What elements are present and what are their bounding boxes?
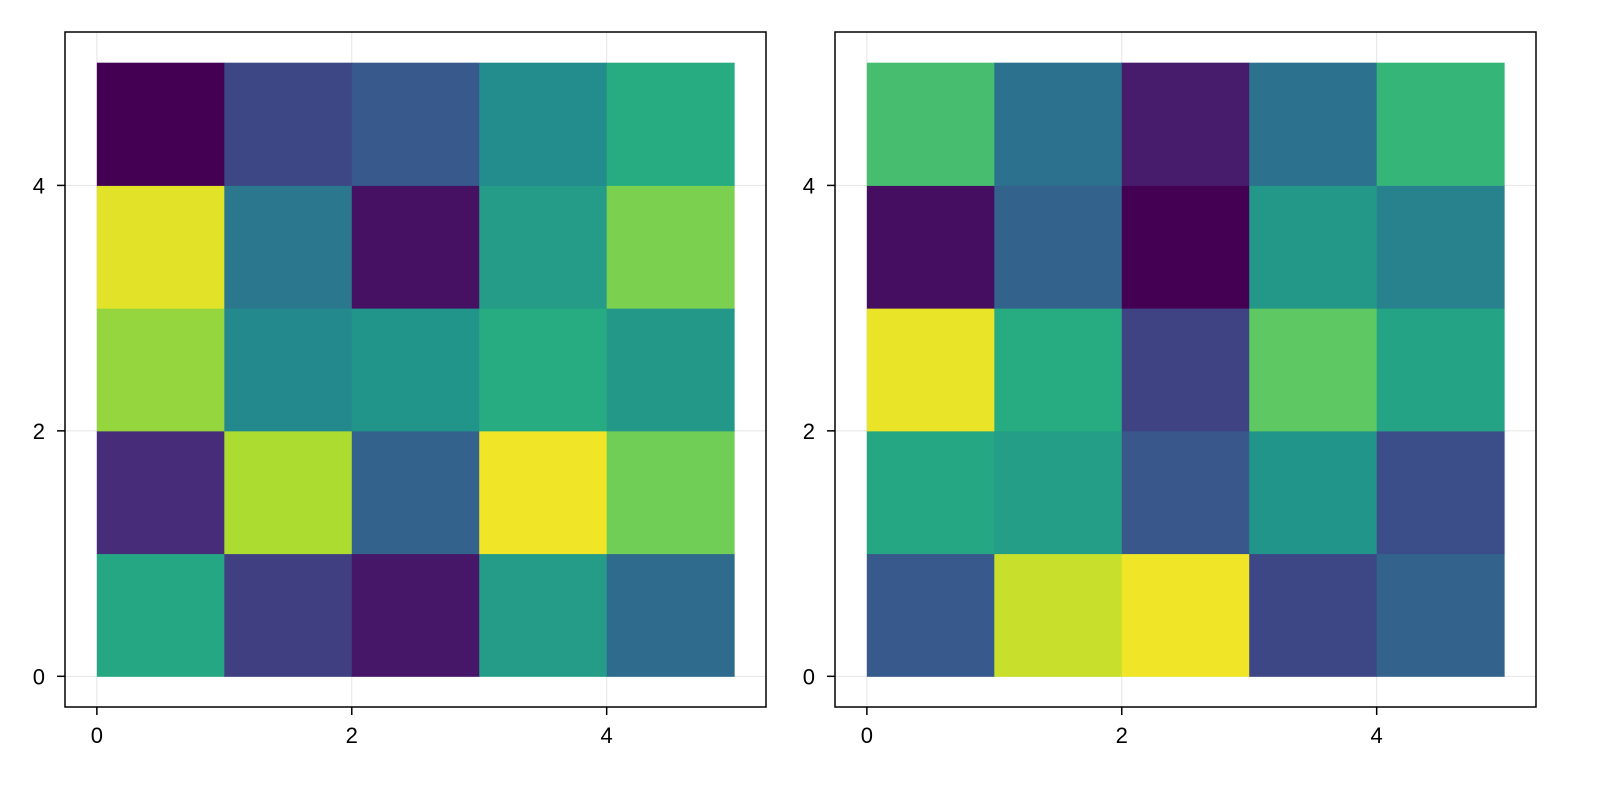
heatmap-cell-r2-c1	[224, 308, 353, 432]
axes-frame	[64, 31, 767, 708]
heatmap-cell-r1-c3	[479, 430, 608, 555]
x-tick-label: 2	[346, 723, 358, 748]
heatmap-cell-r0-c0	[866, 553, 995, 677]
heatmap-cell-r2-c3	[1249, 308, 1378, 432]
heatmap-cell-r0-c4	[1376, 553, 1505, 677]
heatmap-cell-r2-c4	[606, 308, 735, 432]
heatmap-cell-r0-c4	[606, 553, 735, 677]
axes-frame	[834, 31, 1537, 708]
x-tick-label: 2	[1116, 723, 1128, 748]
heatmap-cell-r1-c1	[994, 430, 1123, 555]
heatmap-cell-r2-c0	[866, 308, 995, 432]
heatmap-cell-r3-c2	[351, 185, 480, 309]
y-tick-label: 2	[803, 419, 815, 444]
y-tick-label: 4	[803, 173, 815, 198]
heatmap-cell-r0-c3	[479, 553, 608, 677]
y-tick-label: 4	[33, 173, 45, 198]
heatmap-cell-r2-c0	[96, 308, 225, 432]
heatmap-cell-r3-c3	[479, 185, 608, 309]
heatmap-cell-r3-c4	[606, 185, 735, 309]
heatmap-cell-r0-c1	[994, 553, 1123, 677]
y-tick-label: 2	[33, 419, 45, 444]
heatmap-cell-r4-c1	[224, 62, 353, 186]
heatmap-cell-r1-c0	[866, 430, 995, 555]
heatmap-cell-r1-c1	[224, 430, 353, 555]
heatmap-cell-r4-c2	[351, 62, 480, 186]
heatmap-cell-r2-c2	[1121, 308, 1250, 432]
heatmap-cell-r0-c3	[1249, 553, 1378, 677]
heatmap-cell-r1-c4	[606, 430, 735, 555]
heatmap-cell-r3-c1	[224, 185, 353, 309]
heatmap-cell-r3-c1	[994, 185, 1123, 309]
y-tick-label: 0	[33, 664, 45, 689]
heatmap-cell-r2-c1	[994, 308, 1123, 432]
heatmap-cell-r1-c2	[1121, 430, 1250, 555]
heatmap-cell-r4-c1	[994, 62, 1123, 186]
heatmap-panel-left: 0 2 4 0 2 4	[33, 31, 767, 748]
heatmap-cell-r4-c0	[96, 62, 225, 186]
heatmap-cell-r2-c3	[479, 308, 608, 432]
heatmap-cell-r3-c4	[1376, 185, 1505, 309]
heatmap-cell-r3-c0	[866, 185, 995, 309]
heatmap-cell-r1-c3	[1249, 430, 1378, 555]
heatmap-cell-r0-c2	[1121, 553, 1250, 677]
heatmap-cell-r4-c0	[866, 62, 995, 186]
x-tick-label: 0	[861, 723, 873, 748]
heatmap-panel-right: 0 2 4 0 2 4	[803, 31, 1537, 748]
heatmap-cell-r0-c2	[351, 553, 480, 677]
heatmap-cell-r1-c2	[351, 430, 480, 555]
heatmap-cell-r2-c4	[1376, 308, 1505, 432]
heatmap-cell-r4-c4	[606, 62, 735, 186]
heatmap-cell-r2-c2	[351, 308, 480, 432]
heatmap-cell-r1-c4	[1376, 430, 1505, 555]
heatmap-cell-r0-c0	[96, 553, 225, 677]
heatmap-cell-r4-c2	[1121, 62, 1250, 186]
heatmap-cell-r4-c3	[479, 62, 608, 186]
heatmap-cell-r3-c3	[1249, 185, 1378, 309]
heatmap-cell-r1-c0	[96, 430, 225, 555]
x-tick-label: 4	[1371, 723, 1383, 748]
x-tick-label: 0	[91, 723, 103, 748]
y-tick-label: 0	[803, 664, 815, 689]
heatmap-cell-r4-c4	[1376, 62, 1505, 186]
heatmap-cell-r3-c0	[96, 185, 225, 309]
heatmap-cell-r4-c3	[1249, 62, 1378, 186]
x-tick-label: 4	[601, 723, 613, 748]
heatmap-cell-r3-c2	[1121, 185, 1250, 309]
heatmap-cell-r0-c1	[224, 553, 353, 677]
